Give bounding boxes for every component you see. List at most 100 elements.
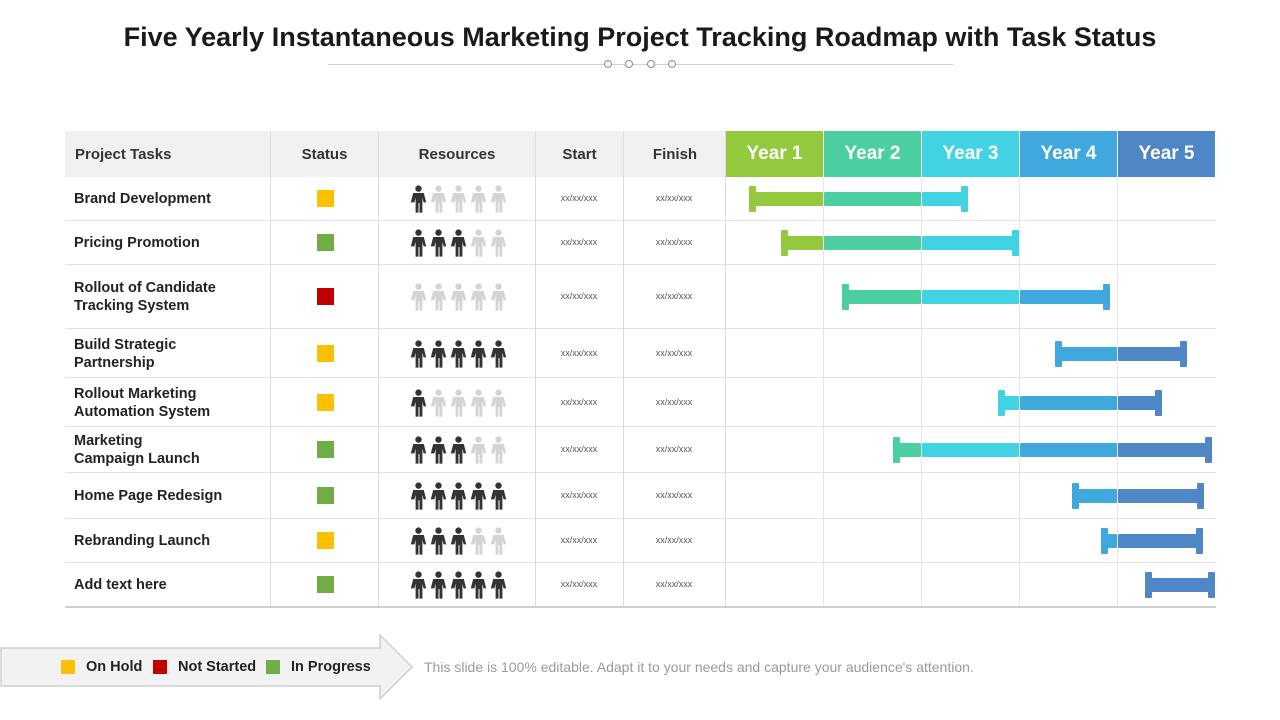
- person-filled-icon: [430, 339, 447, 368]
- start-date: xx/xx/xxx: [560, 193, 598, 203]
- finish-date: xx/xx/xxx: [655, 535, 693, 545]
- gantt-bar-end-cap: [1197, 483, 1205, 509]
- header-start: Start: [536, 131, 623, 177]
- task-name: Add text here: [74, 577, 167, 593]
- footer-note: This slide is 100% editable. Adapt it to…: [424, 659, 974, 675]
- finish-date: xx/xx/xxx: [655, 444, 693, 454]
- task-name: Pricing Promotion: [74, 235, 200, 251]
- resource-icons: [410, 527, 507, 555]
- column-divider: [725, 131, 726, 607]
- finish-date: xx/xx/xxx: [655, 579, 693, 589]
- resource-icons: [410, 436, 507, 464]
- task-name: Home Page Redesign: [74, 488, 223, 504]
- gantt-bar-segment-year-3: [922, 236, 1018, 250]
- person-empty-icon: [470, 185, 487, 213]
- gantt-bar-end-cap: [1205, 437, 1213, 463]
- gantt-bar-start-cap: [841, 284, 849, 310]
- gantt-bar-end-cap: [1208, 572, 1216, 598]
- table-row: Marketing Campaign Launch xx/xx/xxx xx/xx/…: [65, 427, 1216, 473]
- year-header-5: Year 5: [1118, 131, 1216, 177]
- person-filled-icon: [410, 339, 427, 368]
- gantt-bar-start-cap: [1071, 483, 1079, 509]
- gantt-bar-segment-year-4: [1020, 443, 1117, 457]
- gantt-bar-segment-year-5: [1118, 534, 1202, 548]
- gantt-bar-end-cap: [961, 186, 969, 212]
- start-date: xx/xx/xxx: [560, 396, 598, 407]
- header-resources: Resources: [379, 131, 535, 177]
- person-filled-icon: [410, 527, 427, 555]
- legend-on-hold-label: On Hold: [86, 659, 143, 675]
- legend-not-started-label: Not Started: [178, 659, 257, 675]
- gantt-bar-start-cap: [998, 389, 1006, 416]
- status-indicator-in-progress: [317, 441, 334, 458]
- person-filled-icon: [490, 482, 507, 510]
- title-dots: [604, 60, 676, 70]
- gantt-bar-end-cap: [1103, 284, 1111, 310]
- task-name: Rebranding Launch: [74, 533, 211, 549]
- person-empty-icon: [490, 283, 507, 311]
- table-row: Build Strategic Partnership xx/xx/xxx xx/x…: [65, 329, 1216, 378]
- start-date: xx/xx/xxx: [560, 490, 598, 500]
- resource-icons: [410, 388, 507, 417]
- status-indicator-not-started: [317, 288, 334, 305]
- page-title: Five Yearly Instantaneous Marketing Proj…: [123, 22, 1157, 52]
- legend-not-started: Not Started: [153, 659, 256, 675]
- task-name: Marketing Campaign Launch: [74, 433, 200, 467]
- year-header-1: Year 1: [726, 131, 824, 177]
- gantt-bar-start-cap: [1055, 340, 1063, 367]
- start-date: xx/xx/xxx: [560, 444, 598, 454]
- person-filled-icon: [410, 482, 427, 510]
- person-filled-icon: [450, 339, 467, 368]
- resource-icons: [410, 482, 507, 510]
- row-divider: [65, 518, 1216, 519]
- gantt-bar-segment-year-3: [1000, 395, 1019, 410]
- row-divider: [65, 328, 1216, 329]
- gantt-bar-end-cap: [1155, 389, 1163, 416]
- status-indicator-in-progress: [317, 576, 334, 593]
- column-divider: [378, 131, 379, 607]
- gantt-bar-segment-year-2: [894, 443, 921, 457]
- resource-icons: [410, 229, 507, 257]
- person-filled-icon: [410, 229, 427, 257]
- task-name: Brand Development: [74, 191, 211, 207]
- legend-on-hold-swatch: [61, 660, 75, 674]
- legend-on-hold: On Hold: [61, 659, 142, 675]
- table-row: Rollout Marketing Automation System xx/xx…: [65, 378, 1216, 427]
- table-row: Pricing Promotion xx/xx/xxx xx/xx/xxx: [65, 221, 1216, 265]
- column-divider: [623, 131, 624, 607]
- start-date: xx/xx/xxx: [560, 579, 598, 589]
- gantt-bar-segment-year-2: [824, 192, 921, 206]
- gantt-bar-segment-year-4: [1020, 395, 1117, 410]
- finish-date: xx/xx/xxx: [655, 347, 693, 358]
- dot-4: [667, 60, 676, 68]
- person-filled-icon: [450, 229, 467, 257]
- person-empty-icon: [490, 229, 507, 257]
- start-date: xx/xx/xxx: [560, 535, 598, 545]
- gantt-bar-end-cap: [1012, 230, 1020, 256]
- header-status: Status: [271, 131, 378, 177]
- dot-2: [625, 60, 634, 68]
- person-filled-icon: [410, 436, 427, 464]
- gantt-bar-start-cap: [1145, 572, 1153, 598]
- status-indicator-in-progress: [317, 487, 334, 504]
- legend-in-progress-label: In Progress: [291, 659, 371, 675]
- finish-date: xx/xx/xxx: [655, 193, 693, 203]
- gantt-bar-segment-year-5: [1118, 346, 1185, 361]
- table-row: Brand Development xx/xx/xxx xx/xx/xxx: [65, 177, 1216, 221]
- gantt-bar-end-cap: [1179, 340, 1187, 367]
- gantt-bar-end-cap: [1196, 528, 1204, 554]
- row-divider: [65, 472, 1216, 473]
- person-filled-icon: [450, 571, 467, 599]
- gantt-bar-segment-year-4: [1073, 489, 1117, 503]
- dot-3: [646, 60, 655, 68]
- person-empty-icon: [430, 185, 447, 213]
- year-header-4: Year 4: [1020, 131, 1118, 177]
- status-indicator-on-hold: [317, 190, 334, 207]
- gantt-bar-start-cap: [1101, 528, 1109, 554]
- status-indicator-on-hold: [317, 532, 334, 549]
- header-tasks: Project Tasks: [65, 131, 270, 177]
- start-date: xx/xx/xxx: [560, 237, 598, 247]
- start-date: xx/xx/xxx: [560, 347, 598, 358]
- gantt-bar-segment-year-3: [922, 443, 1019, 457]
- legend-arrow: [0, 633, 414, 701]
